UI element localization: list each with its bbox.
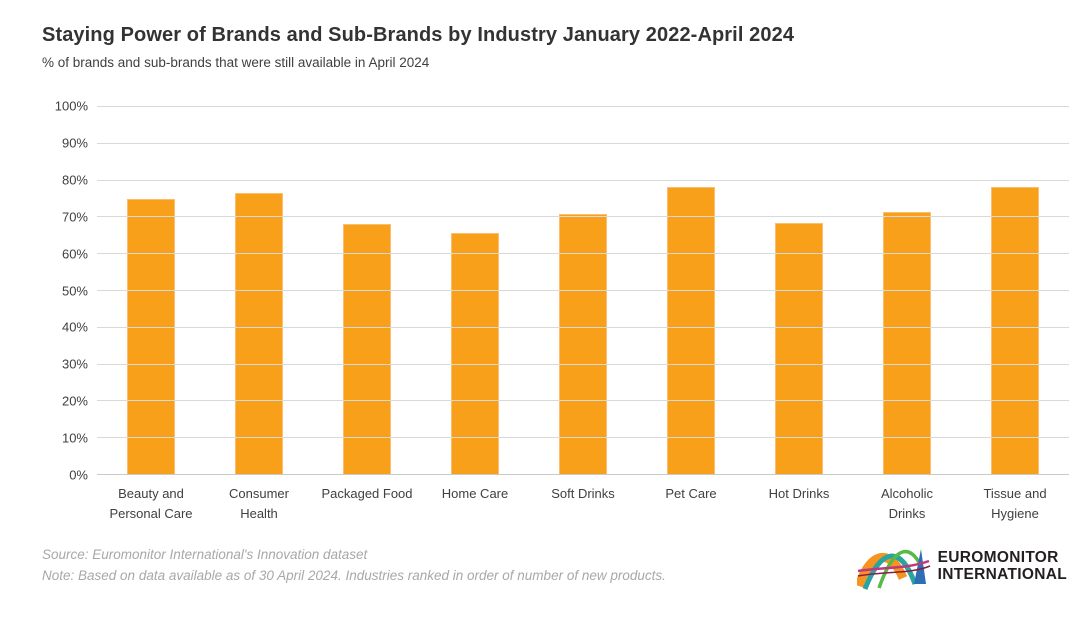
x-tick-label: Consumer Health [229, 486, 289, 521]
y-axis: 0% 10% 20% 30% 40% 50% 60% 70% 80% 90% 100% [0, 99, 97, 483]
gridline [97, 437, 1069, 439]
bar-alcoholic-drinks [883, 211, 931, 474]
euromonitor-arcs-icon [856, 549, 930, 590]
bar-slot [745, 106, 853, 474]
x-axis-labels: Beauty and Personal Care Consumer Health P… [97, 484, 1069, 523]
footer: Source: Euromonitor International's Inno… [42, 541, 1067, 591]
gridline [97, 179, 1069, 181]
x-tick-label: Tissue and Hygiene [983, 486, 1047, 521]
chart-area: 0% 10% 20% 30% 40% 50% 60% 70% 80% 90% 100% [0, 99, 1080, 483]
gridline [97, 400, 1069, 402]
x-tick-label: Soft Drinks [551, 486, 615, 501]
bar-slot [313, 106, 421, 474]
gridline [97, 326, 1069, 328]
chart-subtitle: % of brands and sub-brands that were sti… [42, 55, 430, 70]
euromonitor-logo: EUROMONITOR INTERNATIONAL [856, 541, 1067, 591]
bar-home-care [451, 232, 499, 474]
bar-slot [97, 106, 205, 474]
x-tick-label: Beauty and Personal Care [109, 486, 193, 521]
chart-title: Staying Power of Brands and Sub-Brands b… [42, 24, 795, 46]
bar-beauty-and-personal-care [127, 198, 175, 474]
y-tick-label: 60% [61, 246, 88, 262]
x-tick-label: Home Care [441, 486, 509, 501]
source-text: Source: Euromonitor International's Inno… [42, 547, 368, 563]
y-tick-label: 90% [61, 135, 88, 151]
gridline [97, 290, 1069, 291]
gridline [97, 253, 1069, 255]
gridline [97, 142, 1069, 144]
euromonitor-logo-text: EUROMONITOR INTERNATIONAL [938, 549, 1067, 583]
bar-pet-care [667, 186, 715, 474]
note-text: Note: Based on data available as of 30 A… [42, 568, 666, 583]
x-tick-label: Hot Drinks [768, 486, 830, 501]
bar-slot [961, 106, 1069, 474]
bar-tissue-and-hygiene [991, 186, 1039, 474]
chart-page: Staying Power of Brands and Sub-Brands b… [0, 24, 1080, 640]
logo-line-2: INTERNATIONAL [937, 566, 1067, 583]
bar-packaged-food [343, 223, 391, 474]
y-tick-label: 50% [61, 283, 88, 298]
x-tick-label: Pet Care [665, 486, 717, 501]
y-tick-label: 100% [54, 98, 88, 114]
x-tick-label: Packaged Food [321, 486, 413, 501]
bar-slot [421, 106, 529, 474]
bar-hot-drinks [775, 222, 823, 474]
bar-consumer-health [235, 193, 283, 474]
x-tick-label: Alcoholic Drinks [880, 486, 934, 521]
gridline [97, 216, 1069, 218]
bar-slot [529, 106, 637, 474]
gridline [97, 106, 1069, 107]
y-tick-label: 0% [69, 467, 88, 483]
y-tick-label: 20% [61, 393, 88, 409]
logo-line-1: EUROMONITOR [937, 548, 1059, 566]
y-tick-label: 10% [61, 430, 88, 446]
bar-slot [205, 106, 313, 474]
y-tick-label: 30% [61, 356, 88, 372]
source-note: Source: Euromonitor International's Inno… [42, 545, 666, 587]
gridline [97, 363, 1069, 365]
bar-soft-drinks [559, 213, 607, 474]
y-tick-label: 70% [61, 209, 88, 225]
plot-area [97, 106, 1069, 475]
y-tick-label: 80% [61, 172, 88, 188]
y-tick-label: 40% [61, 319, 88, 335]
bars-row [97, 106, 1069, 474]
bar-slot [637, 106, 745, 474]
bar-slot [853, 106, 961, 474]
